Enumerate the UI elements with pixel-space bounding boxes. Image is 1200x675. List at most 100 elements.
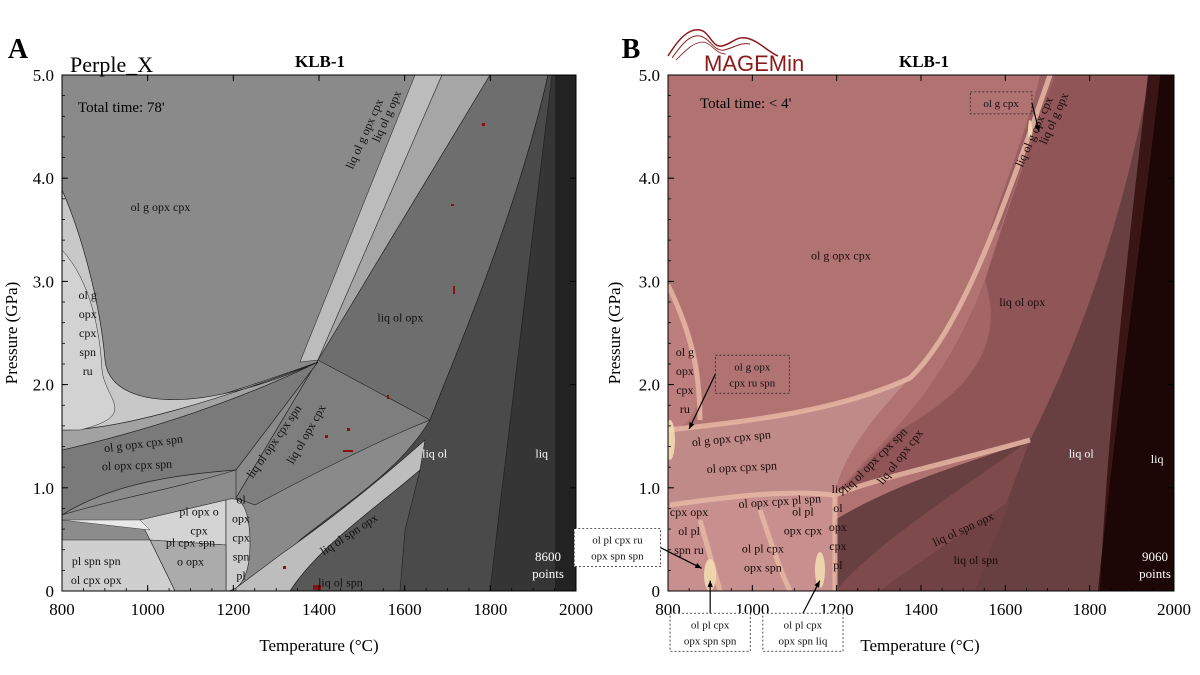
field-label-line: opx bbox=[232, 511, 250, 525]
time-note-a: Total time: 78' bbox=[78, 100, 165, 116]
callout-arrowhead bbox=[707, 580, 713, 588]
field-label: cpx opx ol pl spn ru bbox=[670, 505, 708, 557]
x-tick-label: 1400 bbox=[904, 600, 938, 619]
callout-label-line: opx spn spn bbox=[684, 635, 737, 647]
field-ol-opx-cpx-spn-b bbox=[668, 378, 910, 515]
panel-title-b: KLB-1 bbox=[899, 52, 949, 71]
x-tick-label: 1400 bbox=[302, 600, 336, 619]
field-label-line: ru bbox=[680, 402, 690, 416]
x-tick-label: 1800 bbox=[1073, 600, 1107, 619]
field-label-line: ol pl bbox=[678, 524, 700, 538]
field-label: ol g opx cpx bbox=[131, 200, 191, 214]
y-tick-label: 2.0 bbox=[33, 376, 54, 395]
field-label: ol g opx cpx bbox=[811, 249, 871, 263]
callout: ol pl cpx opx spn spn bbox=[669, 580, 751, 652]
field-label: liq ol spn bbox=[318, 576, 363, 590]
field-label: ol opx cpx spn bbox=[102, 457, 173, 473]
x-tick-label: 1600 bbox=[388, 600, 422, 619]
y-tick-label: 4.0 bbox=[33, 169, 54, 188]
callout-label-line: ol pl cpx bbox=[784, 619, 823, 631]
x-tick-label: 1800 bbox=[473, 600, 507, 619]
callout: ol g opx cpx ru spn bbox=[688, 354, 790, 430]
x-tick-label: 2000 bbox=[1157, 600, 1191, 619]
field-label-line: o opx bbox=[177, 554, 204, 568]
field-liq-ol-opx-cpx-a bbox=[235, 359, 431, 506]
points-note-a: 8600 points bbox=[532, 549, 564, 581]
field-label: liq bbox=[535, 447, 548, 461]
software-label-b: MAGEMin bbox=[704, 51, 804, 76]
field-label: liq ol spn bbox=[953, 553, 998, 567]
x-tick-label: 1600 bbox=[988, 600, 1022, 619]
field-label-line: cpx bbox=[190, 523, 207, 537]
callout-arrow bbox=[688, 374, 716, 430]
panel-a-fields bbox=[62, 75, 576, 591]
y-tick-label: 5.0 bbox=[639, 66, 660, 85]
y-tick-label: 0 bbox=[652, 582, 661, 601]
y-tick-label: 5.0 bbox=[33, 66, 54, 85]
field-label-line: liq bbox=[832, 482, 845, 496]
field-label-line: liq ol opx bbox=[377, 311, 423, 325]
boundary-highlights-b bbox=[668, 120, 1032, 591]
field-label-line: pl bbox=[236, 568, 246, 582]
points-note-line: points bbox=[532, 566, 564, 581]
y-tick-label: 1.0 bbox=[33, 479, 54, 498]
callout-label-line: cpx ru spn bbox=[729, 377, 775, 389]
field-label-line: ol cpx opx bbox=[71, 573, 122, 587]
x-tick-label: 1200 bbox=[216, 600, 250, 619]
callout-arrow bbox=[660, 547, 703, 569]
axis-ticks-a: 800 1000 1200 1400 1600 1800 2000 0 1.0 2.0 3.0 4.0… bbox=[33, 66, 593, 619]
y-tick-label: 2.0 bbox=[639, 376, 660, 395]
field-label-line: pl cpx spn bbox=[166, 535, 215, 549]
callout-label-line: ol g cpx bbox=[983, 98, 1019, 110]
field-label-line: liq ol spn bbox=[953, 553, 998, 567]
field-label-line: opx cpx bbox=[784, 523, 822, 537]
field-label-line: liq bbox=[535, 447, 548, 461]
field-label-line: ol pl bbox=[792, 504, 814, 518]
field-label-line: ol g bbox=[676, 345, 694, 359]
field-label-line: ol g opx cpx bbox=[811, 249, 871, 263]
field-label-line: pl spn spn bbox=[72, 554, 121, 568]
field-label: liq ol opx cpx pl bbox=[829, 482, 847, 572]
magemin-logo: MAGEMin bbox=[667, 29, 804, 76]
panel-a: 800 1000 1200 1400 1600 1800 2000 0 1.0 2.0 3.0 4.0… bbox=[2, 34, 593, 655]
callout-arrowhead bbox=[694, 562, 702, 569]
field-label-line: liq ol bbox=[1069, 447, 1095, 461]
panel-b: 800 1000 1200 1400 1600 1800 200001.02.03.04.0… bbox=[573, 29, 1191, 655]
field-liq-a bbox=[489, 75, 576, 591]
points-note-line: points bbox=[1139, 566, 1171, 581]
field-liq-dark-a bbox=[555, 75, 576, 591]
field-label: pl opx o cpx bbox=[179, 504, 218, 537]
field-label: ol pl opx cpx bbox=[784, 504, 822, 537]
y-tick-label: 3.0 bbox=[639, 272, 660, 291]
software-label-a: Perple_X bbox=[70, 52, 153, 77]
x-axis-label-b: Temperature (°C) bbox=[860, 636, 979, 655]
panel-letter-b: B bbox=[622, 34, 641, 65]
field-label-line: liq ol bbox=[422, 447, 448, 461]
field-label: ol opx cpx spn pl bbox=[232, 492, 250, 582]
x-tick-label: 2000 bbox=[559, 600, 593, 619]
callout-label-line: opx spn liq bbox=[778, 635, 827, 647]
field-liq-edge-b bbox=[1098, 75, 1160, 591]
callout: ol pl cpx opx spn liq bbox=[762, 580, 844, 652]
time-note-b: Total time: < 4' bbox=[700, 96, 792, 112]
callout-box bbox=[573, 528, 662, 568]
y-axis-label-a: Pressure (GPa) bbox=[2, 282, 21, 384]
callout-label-line: ol pl cpx bbox=[691, 619, 730, 631]
field-label-line: ru bbox=[83, 364, 93, 378]
field-label-line: ol bbox=[833, 501, 843, 515]
callout-arrowhead bbox=[689, 421, 695, 429]
x-tick-label: 1000 bbox=[131, 600, 165, 619]
field-label: ol opx cpx pl spn bbox=[738, 491, 821, 511]
field-label-line: cpx bbox=[232, 530, 249, 544]
field-pl-spn-spn-a bbox=[62, 539, 176, 591]
field-liq-b bbox=[1098, 75, 1174, 591]
callout-label-line: ol pl cpx ru bbox=[592, 535, 643, 547]
field-liq-ol-b bbox=[835, 75, 1165, 591]
field-label: ol opx cpx spn bbox=[706, 458, 777, 476]
field-label-line: liq ol opx bbox=[999, 295, 1045, 309]
panel-letter-a: A bbox=[8, 34, 29, 65]
field-label-line: cpx bbox=[79, 326, 96, 340]
field-label: ol g opx cpx ru bbox=[676, 345, 694, 416]
y-tick-label: 0 bbox=[46, 582, 55, 601]
